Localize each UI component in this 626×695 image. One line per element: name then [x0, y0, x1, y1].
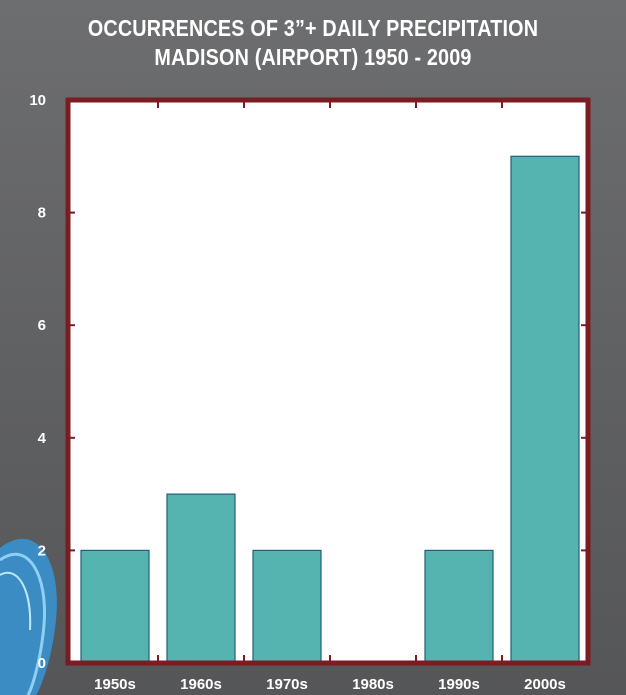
x-tick-label: 1970s [266, 676, 308, 693]
y-tick-label: 8 [38, 205, 46, 222]
y-tick-label: 0 [38, 655, 46, 672]
x-tick-label: 2000s [524, 676, 566, 693]
bar-1970s [252, 549, 322, 664]
x-tick-label: 1960s [180, 676, 222, 693]
plot-area [68, 100, 588, 663]
bar-1960s [166, 493, 236, 664]
bar-2000s [510, 155, 580, 664]
bar-1990s [424, 549, 494, 664]
x-tick-label: 1980s [352, 676, 394, 693]
x-tick-label: 1990s [438, 676, 480, 693]
chart-title-block: OCCURRENCES OF 3”+ DAILY PRECIPITATION M… [44, 14, 582, 72]
y-tick-label: 6 [38, 317, 46, 334]
plot-frame [65, 97, 591, 666]
chart-subtitle: MADISON (AIRPORT) 1950 - 2009 [154, 44, 472, 70]
y-tick-label: 2 [38, 542, 46, 559]
x-tick-label: 1950s [94, 676, 136, 693]
y-tick-label: 10 [29, 92, 46, 109]
y-tick-label: 4 [38, 430, 47, 447]
bar-1950s [80, 549, 150, 664]
chart-title: OCCURRENCES OF 3”+ DAILY PRECIPITATION [87, 15, 539, 41]
